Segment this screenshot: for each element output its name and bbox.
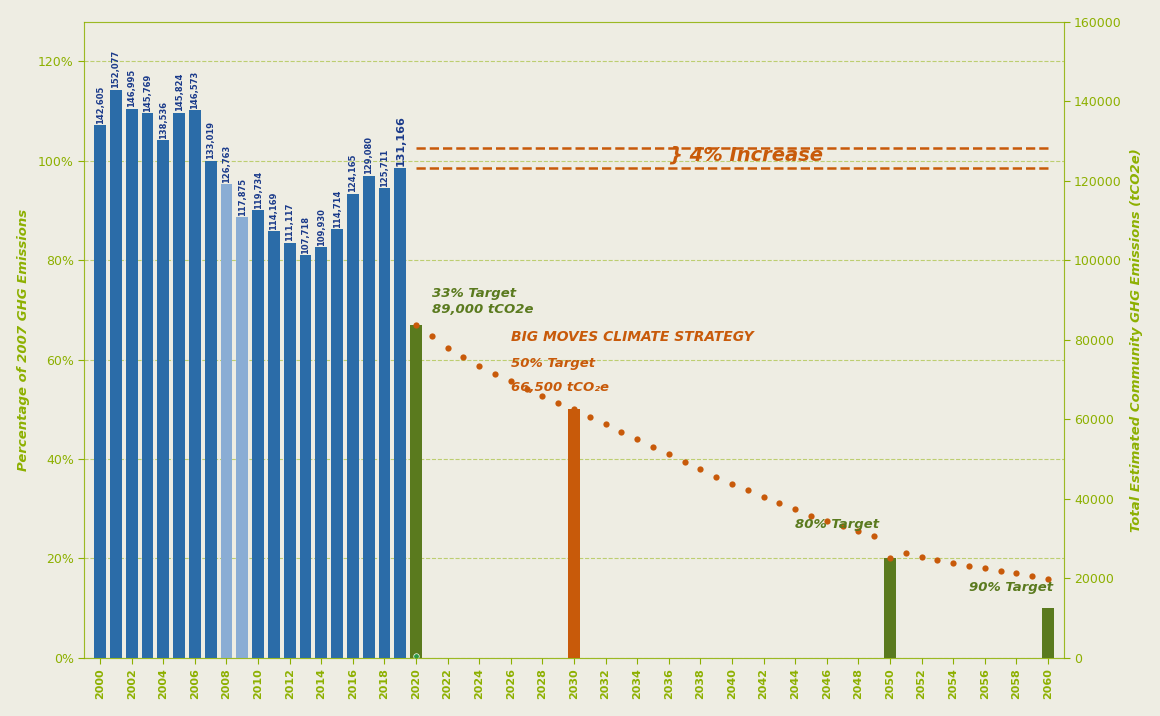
Text: 119,734: 119,734 (254, 171, 262, 209)
Bar (411, 325, 422, 658)
Bar (252, 211, 264, 658)
Text: 111,117: 111,117 (285, 203, 295, 241)
Bar (205, 161, 217, 658)
Text: 80% Target: 80% Target (795, 518, 879, 531)
Bar (142, 113, 153, 658)
Text: 117,875: 117,875 (238, 178, 247, 216)
Text: 109,930: 109,930 (317, 208, 326, 246)
Text: 129,080: 129,080 (364, 136, 374, 174)
Bar (568, 410, 580, 658)
Text: BIG MOVES CLIMATE STRATEGY: BIG MOVES CLIMATE STRATEGY (510, 330, 754, 344)
Text: 124,165: 124,165 (348, 154, 357, 193)
Y-axis label: Percentage of 2007 GHG Emissions: Percentage of 2007 GHG Emissions (16, 208, 30, 471)
Text: 133,019: 133,019 (206, 121, 215, 160)
Bar (347, 194, 358, 658)
Bar (220, 184, 232, 658)
Text: 152,077: 152,077 (111, 50, 121, 88)
Text: 138,536: 138,536 (159, 100, 168, 139)
Bar (284, 243, 296, 658)
Bar (394, 168, 406, 658)
Text: 145,769: 145,769 (143, 74, 152, 112)
Bar (1042, 608, 1053, 658)
Bar (158, 140, 169, 658)
Bar (125, 109, 138, 658)
Bar (884, 558, 896, 658)
Text: 145,824: 145,824 (174, 73, 183, 112)
Text: 114,714: 114,714 (333, 189, 341, 228)
Bar (268, 231, 280, 658)
Bar (110, 90, 122, 658)
Bar (94, 125, 106, 658)
Text: 131,166: 131,166 (396, 115, 405, 166)
Text: } 4% Increase: } 4% Increase (669, 146, 822, 165)
Text: 142,605: 142,605 (95, 85, 104, 124)
Text: 66,500 tCO₂e: 66,500 tCO₂e (510, 382, 609, 395)
Text: 33% Target
89,000 tCO2e: 33% Target 89,000 tCO2e (432, 287, 534, 316)
Text: 146,573: 146,573 (190, 70, 200, 109)
Bar (189, 110, 201, 658)
Bar (299, 256, 311, 658)
Bar (363, 175, 375, 658)
Text: 50% Target: 50% Target (510, 357, 595, 370)
Bar (331, 229, 343, 658)
Text: 114,169: 114,169 (269, 191, 278, 230)
Text: 125,711: 125,711 (380, 148, 389, 187)
Text: 146,995: 146,995 (128, 69, 136, 107)
Bar (316, 247, 327, 658)
Text: 90% Target: 90% Target (969, 581, 1053, 594)
Text: 107,718: 107,718 (300, 216, 310, 254)
Text: 126,763: 126,763 (222, 145, 231, 183)
Bar (173, 113, 184, 658)
Bar (237, 218, 248, 658)
Bar (378, 188, 391, 658)
Y-axis label: Total Estimated Community GHG Emissions (tCO2e): Total Estimated Community GHG Emissions … (1130, 148, 1144, 531)
